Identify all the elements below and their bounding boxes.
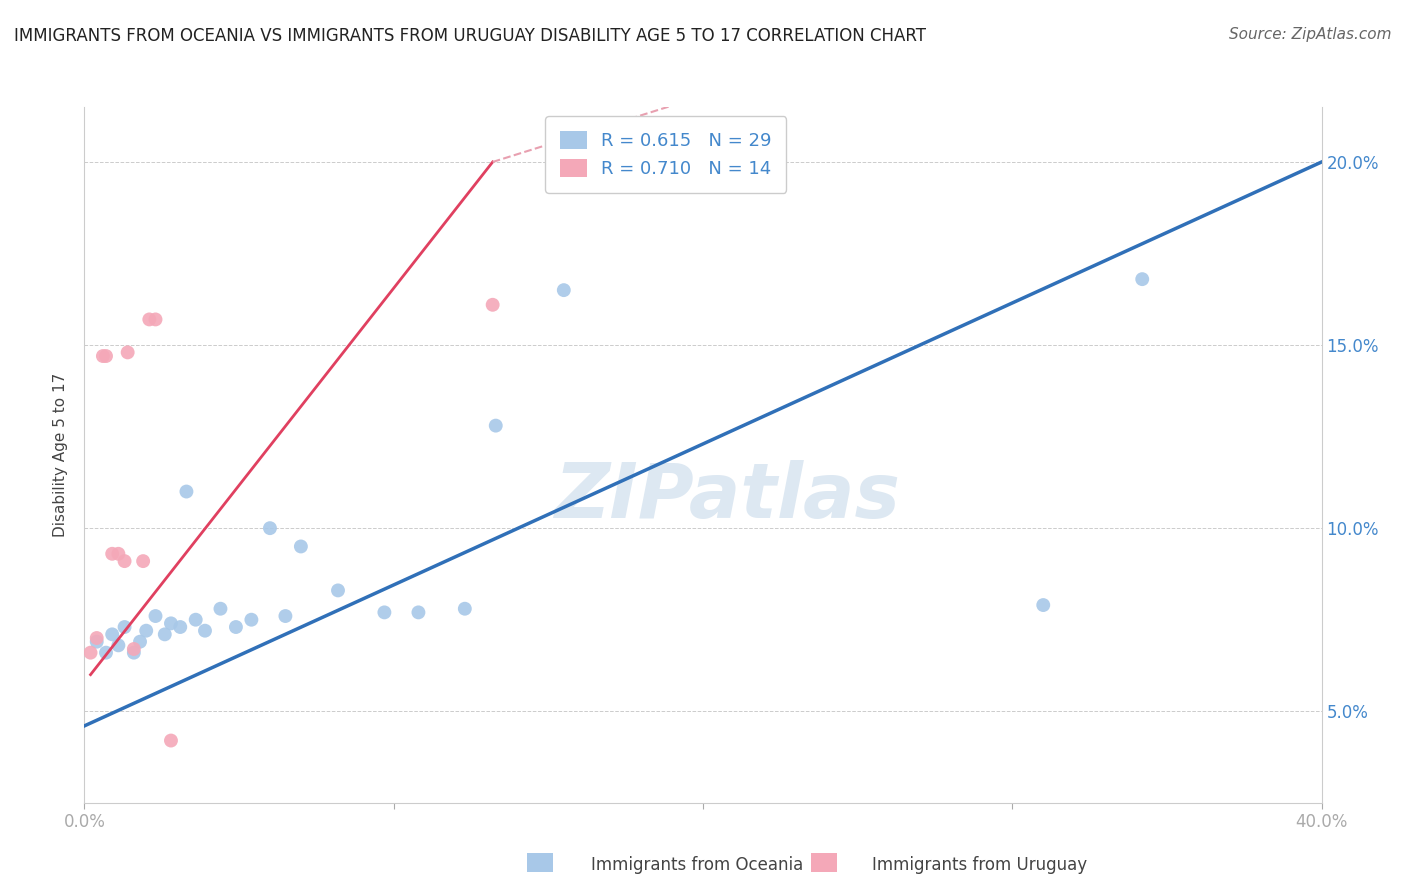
Point [107, 638, 129, 652]
Text: Immigrants from Oceania: Immigrants from Oceania [591, 856, 803, 874]
Point [129, 634, 152, 648]
Point [91, 349, 114, 363]
Point [107, 547, 129, 561]
Point [145, 609, 167, 624]
Point [274, 609, 297, 624]
Point [454, 601, 477, 615]
Point [240, 613, 263, 627]
Point [86, 634, 108, 648]
Point [485, 418, 508, 433]
Point [153, 627, 176, 641]
Point [553, 283, 575, 297]
Point [145, 312, 167, 326]
Point [408, 606, 430, 620]
Point [160, 733, 183, 747]
Point [290, 540, 312, 554]
Point [225, 620, 247, 634]
Point [259, 521, 281, 535]
Point [101, 627, 124, 641]
Text: Source: ZipAtlas.com: Source: ZipAtlas.com [1229, 27, 1392, 42]
Point [101, 547, 124, 561]
Point [1032, 598, 1054, 612]
Y-axis label: Disability Age 5 to 17: Disability Age 5 to 17 [53, 373, 69, 537]
Point [169, 620, 191, 634]
Point [122, 642, 145, 657]
Point [117, 345, 139, 359]
Legend: R = 0.615   N = 29, R = 0.710   N = 14: R = 0.615 N = 29, R = 0.710 N = 14 [546, 116, 786, 193]
Point [114, 620, 136, 634]
Text: Immigrants from Uruguay: Immigrants from Uruguay [872, 856, 1087, 874]
Point [160, 616, 183, 631]
Point [373, 606, 395, 620]
Point [481, 298, 503, 312]
Text: ZIPatlas: ZIPatlas [555, 459, 901, 533]
Point [94, 646, 117, 660]
Point [132, 554, 155, 568]
Point [138, 312, 160, 326]
Point [326, 583, 349, 598]
Point [94, 349, 117, 363]
Point [114, 554, 136, 568]
Point [176, 484, 198, 499]
Point [135, 624, 157, 638]
Point [209, 601, 232, 615]
Point [194, 624, 217, 638]
Point [86, 631, 108, 645]
Point [1130, 272, 1153, 286]
Point [184, 613, 207, 627]
Point [122, 646, 145, 660]
Text: IMMIGRANTS FROM OCEANIA VS IMMIGRANTS FROM URUGUAY DISABILITY AGE 5 TO 17 CORREL: IMMIGRANTS FROM OCEANIA VS IMMIGRANTS FR… [14, 27, 927, 45]
Point [79, 646, 101, 660]
